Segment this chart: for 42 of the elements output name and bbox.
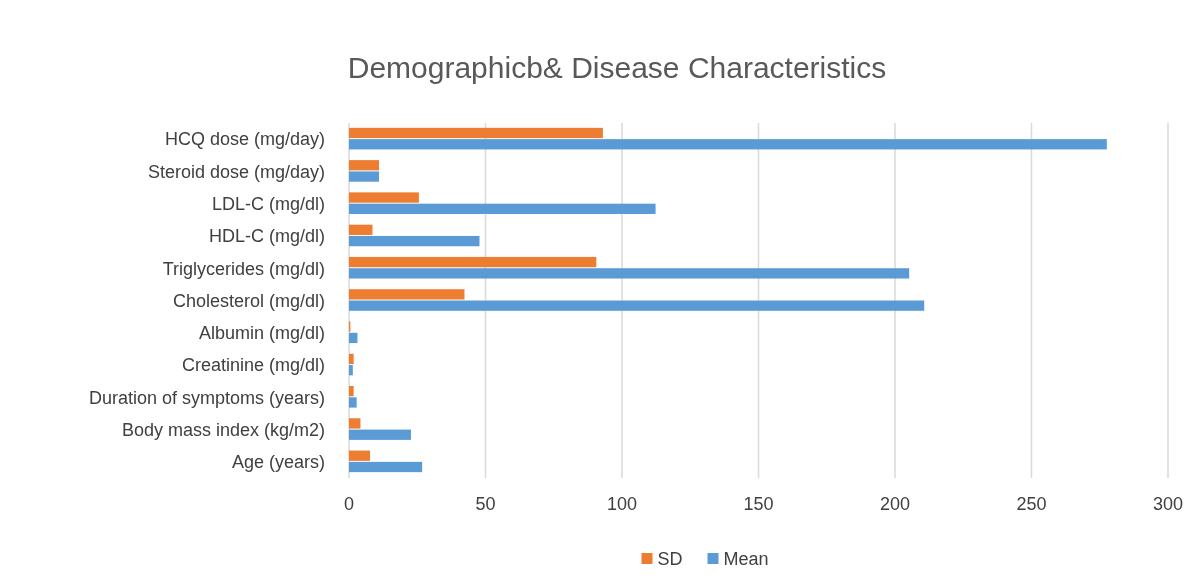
x-tick-label: 0 [343, 494, 355, 514]
legend-label: SD [657, 549, 683, 570]
chart-title: Demographicb& Disease Characteristics [347, 51, 887, 84]
bar [349, 203, 656, 214]
y-tick-label: Age (years) [231, 452, 325, 473]
y-tick-label: Creatinine (mg/dl) [181, 355, 325, 376]
y-tick-label: Body mass index (kg/m2) [121, 419, 325, 440]
bar [349, 461, 423, 473]
y-tick-label: LDL-C (mg/dl) [211, 193, 325, 214]
x-tick-label: 100 [606, 494, 638, 514]
bar [349, 224, 373, 235]
x-tick-label: 50 [475, 494, 496, 514]
bar [349, 256, 597, 268]
x-tick-label: 300 [1152, 494, 1184, 514]
y-tick-label: Triglycerides (mg/dl) [162, 258, 325, 279]
bar [349, 268, 910, 279]
bar [349, 418, 361, 429]
bar [349, 386, 354, 397]
bar [349, 192, 419, 203]
y-tick-label: Steroid dose (mg/day) [147, 161, 325, 182]
bar [349, 300, 925, 311]
y-tick-label: Cholesterol (mg/dl) [172, 290, 325, 311]
bar [349, 365, 353, 376]
bar [349, 332, 358, 344]
bar [349, 289, 465, 300]
x-tick-label: 150 [743, 494, 774, 514]
legend-label: Mean [723, 549, 769, 570]
y-tick-label: HDL-C (mg/dl) [208, 226, 325, 247]
bar [349, 429, 411, 440]
y-tick-label: HCQ dose (mg/day) [164, 129, 325, 150]
x-tick-label: 250 [1016, 494, 1047, 514]
bar [349, 127, 603, 139]
bar [349, 235, 480, 247]
y-tick-label: Albumin (mg/dl) [198, 323, 325, 344]
bar [349, 450, 371, 461]
bar [349, 171, 380, 182]
y-tick-label: Duration of symptoms (years) [88, 387, 325, 408]
bar [349, 353, 354, 365]
x-tick-label: 200 [879, 494, 911, 514]
bar [349, 139, 1107, 150]
bar [349, 160, 380, 171]
bar [349, 397, 357, 408]
